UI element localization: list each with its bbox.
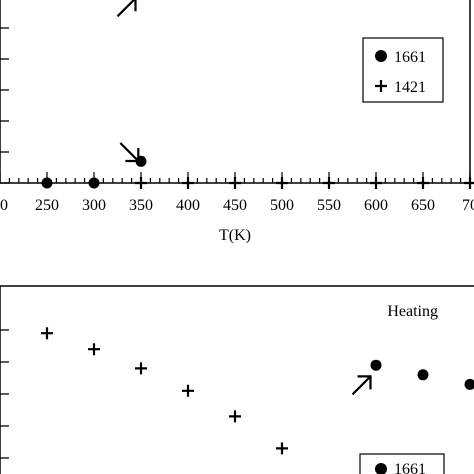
top-point-1661	[41, 177, 53, 189]
top-x-tick-label: 500	[270, 197, 294, 214]
bottom-point-1661	[417, 369, 429, 381]
top-legend-circle-marker	[375, 50, 387, 62]
arrow-up-right-icon	[116, 0, 137, 18]
bottom-legend: 1661	[359, 453, 445, 474]
top-legend-box	[362, 37, 444, 103]
bottom-point-1661	[370, 359, 382, 371]
top-x-tick-label: 00	[0, 197, 8, 214]
top-x-tick-labels: 00 250 300 350 400 450 500 550 600 650 70	[0, 197, 474, 214]
top-point-1421	[276, 177, 288, 189]
top-x-tick-label: 650	[411, 197, 435, 214]
top-x-tick-label: 600	[364, 197, 388, 214]
bottom-point-1421	[182, 384, 194, 397]
top-x-tick-label: 70	[462, 197, 474, 214]
top-legend-label-1661: 1661	[394, 49, 426, 66]
top-y-ticks	[0, 27, 9, 184]
top-point-1421	[464, 177, 474, 189]
bottom-point-1421	[41, 327, 53, 340]
top-annotations	[116, 0, 140, 163]
bottom-point-1661	[464, 378, 474, 390]
top-legend-label-1421: 1421	[394, 79, 426, 96]
bottom-legend-circle-marker	[375, 463, 387, 474]
bottom-point-1421	[88, 343, 100, 356]
top-legend: 1661 1421	[362, 37, 444, 103]
top-x-axis-label: T(K)	[219, 227, 251, 244]
top-point-1661	[88, 177, 100, 189]
top-x-tick-label: 300	[82, 197, 106, 214]
arrow-down-right-icon	[119, 142, 140, 163]
bottom-data-marks	[41, 327, 474, 455]
top-point-1421	[417, 177, 429, 189]
top-point-1421	[370, 177, 382, 189]
top-point-1421	[182, 177, 194, 189]
top-panel: 00 250 300 350 400 450 500 550 600 650 70 T(K) 166…	[0, 0, 474, 244]
bottom-point-1421	[276, 442, 288, 455]
arrow-up-right-icon	[351, 375, 372, 396]
top-x-tick-label: 350	[129, 197, 153, 214]
bottom-point-1421	[135, 362, 147, 375]
top-x-tick-label: 250	[35, 197, 59, 214]
top-x-tick-label: 450	[223, 197, 247, 214]
top-point-1421	[229, 177, 241, 189]
bottom-panel: Heating 1661	[0, 285, 474, 474]
top-x-tick-label: 400	[176, 197, 200, 214]
bottom-panel-title: Heating	[387, 303, 438, 320]
top-legend-plus-marker	[375, 80, 387, 92]
bottom-annotations	[351, 375, 372, 396]
top-x-tick-label: 550	[317, 197, 341, 214]
bottom-point-1421	[229, 410, 241, 423]
bottom-y-ticks	[0, 329, 9, 459]
top-point-1421	[135, 177, 147, 189]
top-point-1421	[323, 177, 335, 189]
top-data-marks	[41, 155, 474, 189]
bottom-legend-label-1661: 1661	[394, 461, 426, 474]
